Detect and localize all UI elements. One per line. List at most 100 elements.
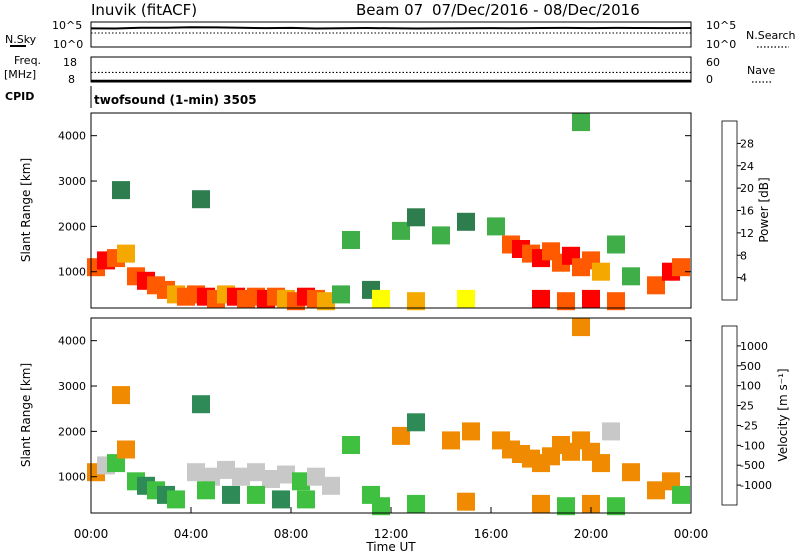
nave-label: Nave [747, 64, 775, 77]
colorbar-tick-label: -1000 [740, 479, 772, 492]
velocity-panel: 4000 3000 2000 1000 00:00 04:00 08:00 12:00 16:… [19, 317, 790, 554]
heatmap-cell [167, 490, 185, 509]
colorbar-tick-label: 20 [740, 182, 754, 195]
heatmap-cell [442, 431, 460, 450]
nsky-series-line [90, 26, 692, 30]
heatmap-cell [292, 472, 310, 491]
heatmap-cell [192, 190, 210, 209]
colorbar-frame [721, 325, 738, 506]
nsearch-tick-bottom: 10^0 [706, 38, 736, 51]
heatmap-cell [192, 395, 210, 414]
cpid-value: twofsound (1-min) 3505 [94, 93, 257, 107]
colorbar-tick-label: 4 [740, 272, 747, 285]
colorbar-tick-label: 28 [740, 137, 754, 150]
heatmap-cell [532, 289, 550, 308]
freq-panel: Freq. [MHz] 18 8 60 0 Nave [4, 54, 775, 86]
noise-panel: N.Sky 10^5 10^0 10^5 10^0 N.Search [5, 19, 796, 51]
heatmap-cell [322, 476, 340, 495]
heatmap-cell [187, 463, 205, 482]
heatmap-cell [487, 217, 505, 236]
heatmap-cell [307, 467, 325, 486]
power-y-axis: 4000 3000 2000 1000 [58, 130, 691, 279]
heatmap-cell [602, 422, 620, 441]
x-tick-label: 20:00 [574, 527, 609, 541]
x-tick-label: 00:00 [74, 527, 109, 541]
heatmap-cell [372, 289, 390, 308]
time-x-axis: 00:00 04:00 08:00 12:00 16:00 20:00 00:00 [74, 507, 709, 541]
colorbar-tick-label: -100 [740, 439, 765, 452]
heatmap-cell [247, 485, 265, 504]
colorbar-tick-label: 25 [740, 400, 754, 413]
freq-tick-bottom: 8 [68, 73, 75, 86]
heatmap-cell [607, 235, 625, 254]
heatmap-cell [607, 292, 625, 311]
power-y-axis-label: Slant Range [km] [19, 158, 33, 262]
y-tick-label: 1000 [58, 471, 86, 484]
velocity-y-axis: 4000 3000 2000 1000 [58, 335, 691, 484]
power-colorbar: 28 24 20 16 12 8 4 [721, 120, 754, 301]
heatmap-cell [407, 292, 425, 311]
heatmap-cell [582, 494, 600, 513]
time-axis-label: Time UT [365, 540, 416, 554]
station-title: Inuvik (fitACF) [91, 1, 197, 19]
x-tick-label: 08:00 [274, 527, 309, 541]
heatmap-cell [342, 231, 360, 249]
heatmap-cell [222, 485, 240, 504]
freq-unit: [MHz] [4, 68, 36, 81]
heatmap-cell [647, 481, 665, 500]
power-cells [87, 113, 690, 311]
colorbar-tick-label: 16 [740, 205, 754, 218]
x-tick-label: 12:00 [374, 527, 409, 541]
x-tick-label: 16:00 [474, 527, 509, 541]
heatmap-cell [532, 494, 550, 513]
nsky-tick-bottom: 10^0 [53, 38, 83, 51]
colorbar-tick-label: 100 [740, 380, 761, 393]
heatmap-cell [647, 276, 665, 295]
heatmap-cell [582, 289, 600, 308]
x-tick-label: 00:00 [674, 527, 709, 541]
heatmap-cell [112, 386, 130, 405]
power-panel-frame [90, 112, 692, 309]
date-range: 07/Dec/2016 - 08/Dec/2016 [432, 1, 640, 19]
colorbar-tick-label: 500 [740, 360, 761, 373]
colorbar-tick-label: -500 [740, 459, 765, 472]
power-panel: 4000 3000 2000 1000 Slant Range [km] 28 24 20… [19, 112, 771, 311]
power-colorbar-label: Power [dB] [757, 177, 771, 242]
heatmap-cell [457, 492, 475, 511]
velocity-y-axis-label: Slant Range [km] [19, 363, 33, 467]
y-tick-label: 4000 [58, 335, 86, 348]
heatmap-cell [372, 497, 390, 516]
heatmap-cell [392, 426, 410, 445]
heatmap-cell [592, 262, 610, 281]
heatmap-cell [572, 318, 590, 337]
nave-tick-bottom: 0 [706, 73, 713, 86]
heatmap-cell [622, 267, 640, 286]
colorbar-frame [721, 120, 738, 301]
heatmap-cell [662, 472, 680, 491]
heatmap-cell [342, 436, 360, 454]
heatmap-cell [407, 494, 425, 513]
colorbar-tick-label: 12 [740, 227, 754, 240]
y-tick-label: 3000 [58, 175, 86, 188]
heatmap-cell [622, 463, 640, 482]
heatmap-cell [607, 497, 625, 516]
x-tick-label: 04:00 [174, 527, 209, 541]
heatmap-cell [117, 244, 135, 263]
heatmap-cell [432, 226, 450, 245]
nsearch-tick-top: 10^5 [706, 19, 736, 32]
heatmap-cell [462, 422, 480, 441]
heatmap-cell [262, 470, 280, 488]
heatmap-cell [117, 440, 135, 459]
heatmap-cell [277, 465, 295, 484]
colorbar-tick-label: 8 [740, 249, 747, 262]
heatmap-cell [107, 454, 125, 473]
heatmap-cell [317, 292, 335, 311]
velocity-colorbar: 1000 500 100 25 -25 -100 -500 -1000 [721, 325, 772, 506]
freq-label: Freq. [14, 54, 41, 67]
heatmap-cell [557, 292, 575, 311]
heatmap-cell [202, 467, 220, 486]
noise-panel-frame [90, 21, 692, 48]
y-tick-label: 2000 [58, 425, 86, 438]
heatmap-cell [247, 463, 265, 482]
heatmap-cell [332, 285, 350, 304]
